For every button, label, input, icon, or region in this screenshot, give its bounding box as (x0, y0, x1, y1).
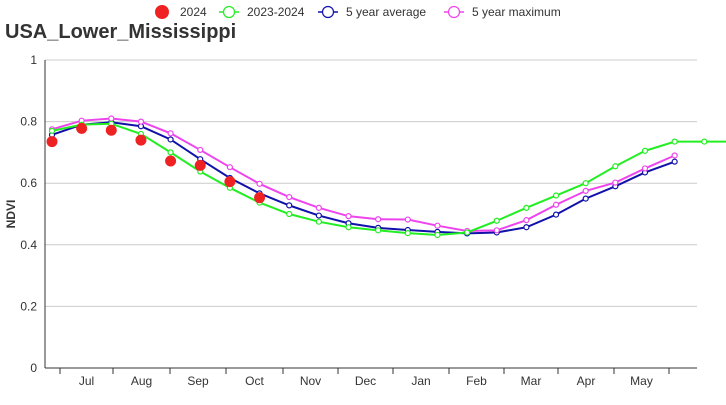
data-point[interactable] (76, 123, 87, 134)
data-point[interactable] (583, 181, 588, 186)
data-point[interactable] (254, 192, 265, 203)
data-point[interactable] (195, 160, 206, 171)
data-point[interactable] (405, 231, 410, 236)
y-tick-label: 0.4 (20, 238, 37, 252)
y-tick-label: 0.2 (20, 299, 37, 313)
data-point[interactable] (227, 165, 232, 170)
grid-lines (45, 60, 697, 306)
legend-symbol (155, 5, 169, 19)
data-point[interactable] (346, 225, 351, 230)
x-tick-label: Jan (411, 374, 430, 388)
data-point[interactable] (702, 139, 707, 144)
x-tick-label: Feb (466, 374, 487, 388)
data-point[interactable] (257, 181, 262, 186)
x-tick-label: Jul (79, 374, 94, 388)
data-point[interactable] (524, 205, 529, 210)
data-point[interactable] (168, 150, 173, 155)
series-2024 (47, 123, 266, 203)
data-point[interactable] (287, 195, 292, 200)
data-point[interactable] (643, 166, 648, 171)
data-point[interactable] (494, 228, 499, 233)
data-point[interactable] (165, 156, 176, 167)
axes: 0 0.2 0.4 0.6 0.8 1 Jul Aug Sep Oct Nov Dec Jan Feb Ma… (20, 53, 697, 388)
x-tick-label: Aug (131, 374, 152, 388)
data-point[interactable] (435, 223, 440, 228)
legend-symbol (224, 7, 235, 18)
data-point[interactable] (583, 196, 588, 201)
data-point[interactable] (405, 217, 410, 222)
data-point[interactable] (198, 147, 203, 152)
legend-label: 5 year average (346, 5, 426, 19)
legend-item[interactable]: 5 year maximum (444, 5, 561, 19)
data-point[interactable] (435, 232, 440, 237)
legend[interactable]: 2024 2023-2024 5 year average 5 year maximu… (155, 5, 561, 19)
data-point[interactable] (316, 213, 321, 218)
legend-item[interactable]: 2024 (155, 5, 207, 19)
data-point[interactable] (287, 212, 292, 217)
data-point[interactable] (135, 135, 146, 146)
x-tick-label: Dec (355, 374, 376, 388)
data-point[interactable] (672, 159, 677, 164)
legend-item[interactable]: 2023-2024 (219, 5, 305, 19)
data-point[interactable] (494, 218, 499, 223)
x-tick-label: Sep (187, 374, 209, 388)
data-point[interactable] (672, 139, 677, 144)
x-tick-label: May (630, 374, 653, 388)
data-point[interactable] (465, 230, 470, 235)
legend-label: 2023-2024 (247, 5, 305, 19)
data-point[interactable] (50, 128, 55, 133)
data-point[interactable] (554, 202, 559, 207)
data-point[interactable] (376, 217, 381, 222)
data-point[interactable] (524, 225, 529, 230)
data-point[interactable] (168, 131, 173, 136)
y-axis-title: NDVI (4, 200, 18, 229)
series-line (52, 119, 675, 231)
data-point[interactable] (316, 205, 321, 210)
series-line (52, 124, 726, 235)
legend-label: 5 year maximum (472, 5, 561, 19)
data-point[interactable] (109, 116, 114, 121)
y-tick-label: 0 (30, 361, 37, 375)
data-point[interactable] (168, 137, 173, 142)
data-point[interactable] (47, 136, 58, 147)
data-point[interactable] (643, 148, 648, 153)
legend-item[interactable]: 5 year average (318, 5, 426, 19)
data-point[interactable] (613, 180, 618, 185)
data-point[interactable] (346, 214, 351, 219)
data-point[interactable] (138, 119, 143, 124)
data-point[interactable] (672, 153, 677, 158)
y-tick-label: 0.8 (20, 115, 37, 129)
x-tick-label: Nov (300, 374, 321, 388)
x-tick-label: Apr (577, 374, 596, 388)
legend-symbol (323, 7, 334, 18)
data-point[interactable] (554, 212, 559, 217)
y-tick-label: 1 (30, 53, 37, 67)
data-point[interactable] (287, 203, 292, 208)
data-point[interactable] (554, 193, 559, 198)
data-point[interactable] (106, 125, 117, 136)
legend-symbol (449, 7, 460, 18)
chart-title: USA_Lower_Mississippi (5, 21, 236, 43)
x-tick-label: Mar (521, 374, 542, 388)
series-layer (47, 116, 726, 237)
legend-label: 2024 (180, 5, 207, 19)
data-point[interactable] (376, 228, 381, 233)
x-tick-label: Oct (245, 374, 264, 388)
y-tick-label: 0.6 (20, 176, 37, 190)
data-point[interactable] (524, 218, 529, 223)
data-point[interactable] (583, 188, 588, 193)
data-point[interactable] (316, 219, 321, 224)
data-point[interactable] (613, 164, 618, 169)
data-point[interactable] (224, 176, 235, 187)
